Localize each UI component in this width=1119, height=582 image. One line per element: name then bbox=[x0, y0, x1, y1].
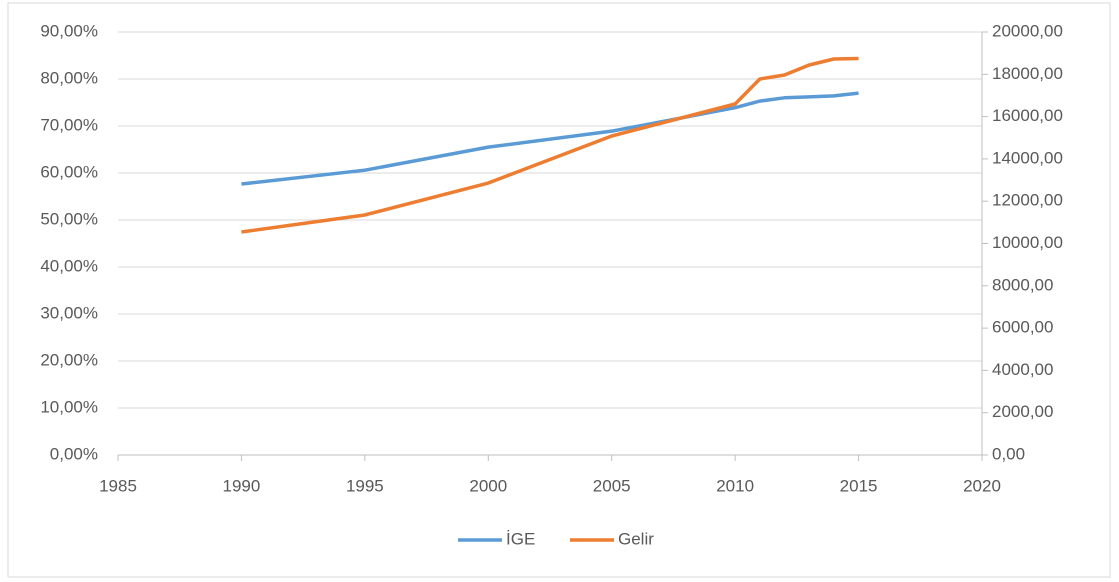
x-tick-label: 2015 bbox=[840, 476, 878, 495]
y-tick-label: 0,00% bbox=[50, 444, 98, 463]
x-tick-label: 1990 bbox=[223, 476, 261, 495]
y-tick-label: 90,00% bbox=[40, 21, 98, 40]
y2-tick-label: 12000,00 bbox=[992, 191, 1063, 210]
y2-tick-label: 20000,00 bbox=[992, 21, 1063, 40]
y2-tick-label: 18000,00 bbox=[992, 64, 1063, 83]
y2-tick-label: 10000,00 bbox=[992, 233, 1063, 252]
y-tick-label: 80,00% bbox=[40, 68, 98, 87]
x-tick-label: 1995 bbox=[346, 476, 384, 495]
legend-label: İGE bbox=[506, 529, 535, 548]
legend-label: Gelir bbox=[618, 529, 654, 548]
series-line bbox=[241, 91, 859, 186]
x-tick-label: 2005 bbox=[593, 476, 631, 495]
y-tick-label: 70,00% bbox=[40, 115, 98, 134]
x-tick-label: 1985 bbox=[99, 476, 137, 495]
x-tick-label: 2010 bbox=[716, 476, 754, 495]
series-line bbox=[241, 56, 859, 234]
y2-tick-label: 8000,00 bbox=[992, 275, 1053, 294]
y2-tick-label: 16000,00 bbox=[992, 106, 1063, 125]
y2-tick-label: 4000,00 bbox=[992, 360, 1053, 379]
y2-tick-label: 2000,00 bbox=[992, 402, 1053, 421]
x-tick-label: 2020 bbox=[963, 476, 1001, 495]
y-tick-label: 40,00% bbox=[40, 256, 98, 275]
y-tick-label: 50,00% bbox=[40, 209, 98, 228]
y2-tick-label: 14000,00 bbox=[992, 148, 1063, 167]
y-tick-label: 30,00% bbox=[40, 303, 98, 322]
chart-border bbox=[7, 2, 1111, 578]
y2-tick-label: 0,00 bbox=[992, 444, 1025, 463]
y2-tick-label: 6000,00 bbox=[992, 318, 1053, 337]
y-tick-label: 10,00% bbox=[40, 397, 98, 416]
y-tick-label: 20,00% bbox=[40, 350, 98, 369]
x-tick-label: 2000 bbox=[469, 476, 507, 495]
y-tick-label: 60,00% bbox=[40, 162, 98, 181]
